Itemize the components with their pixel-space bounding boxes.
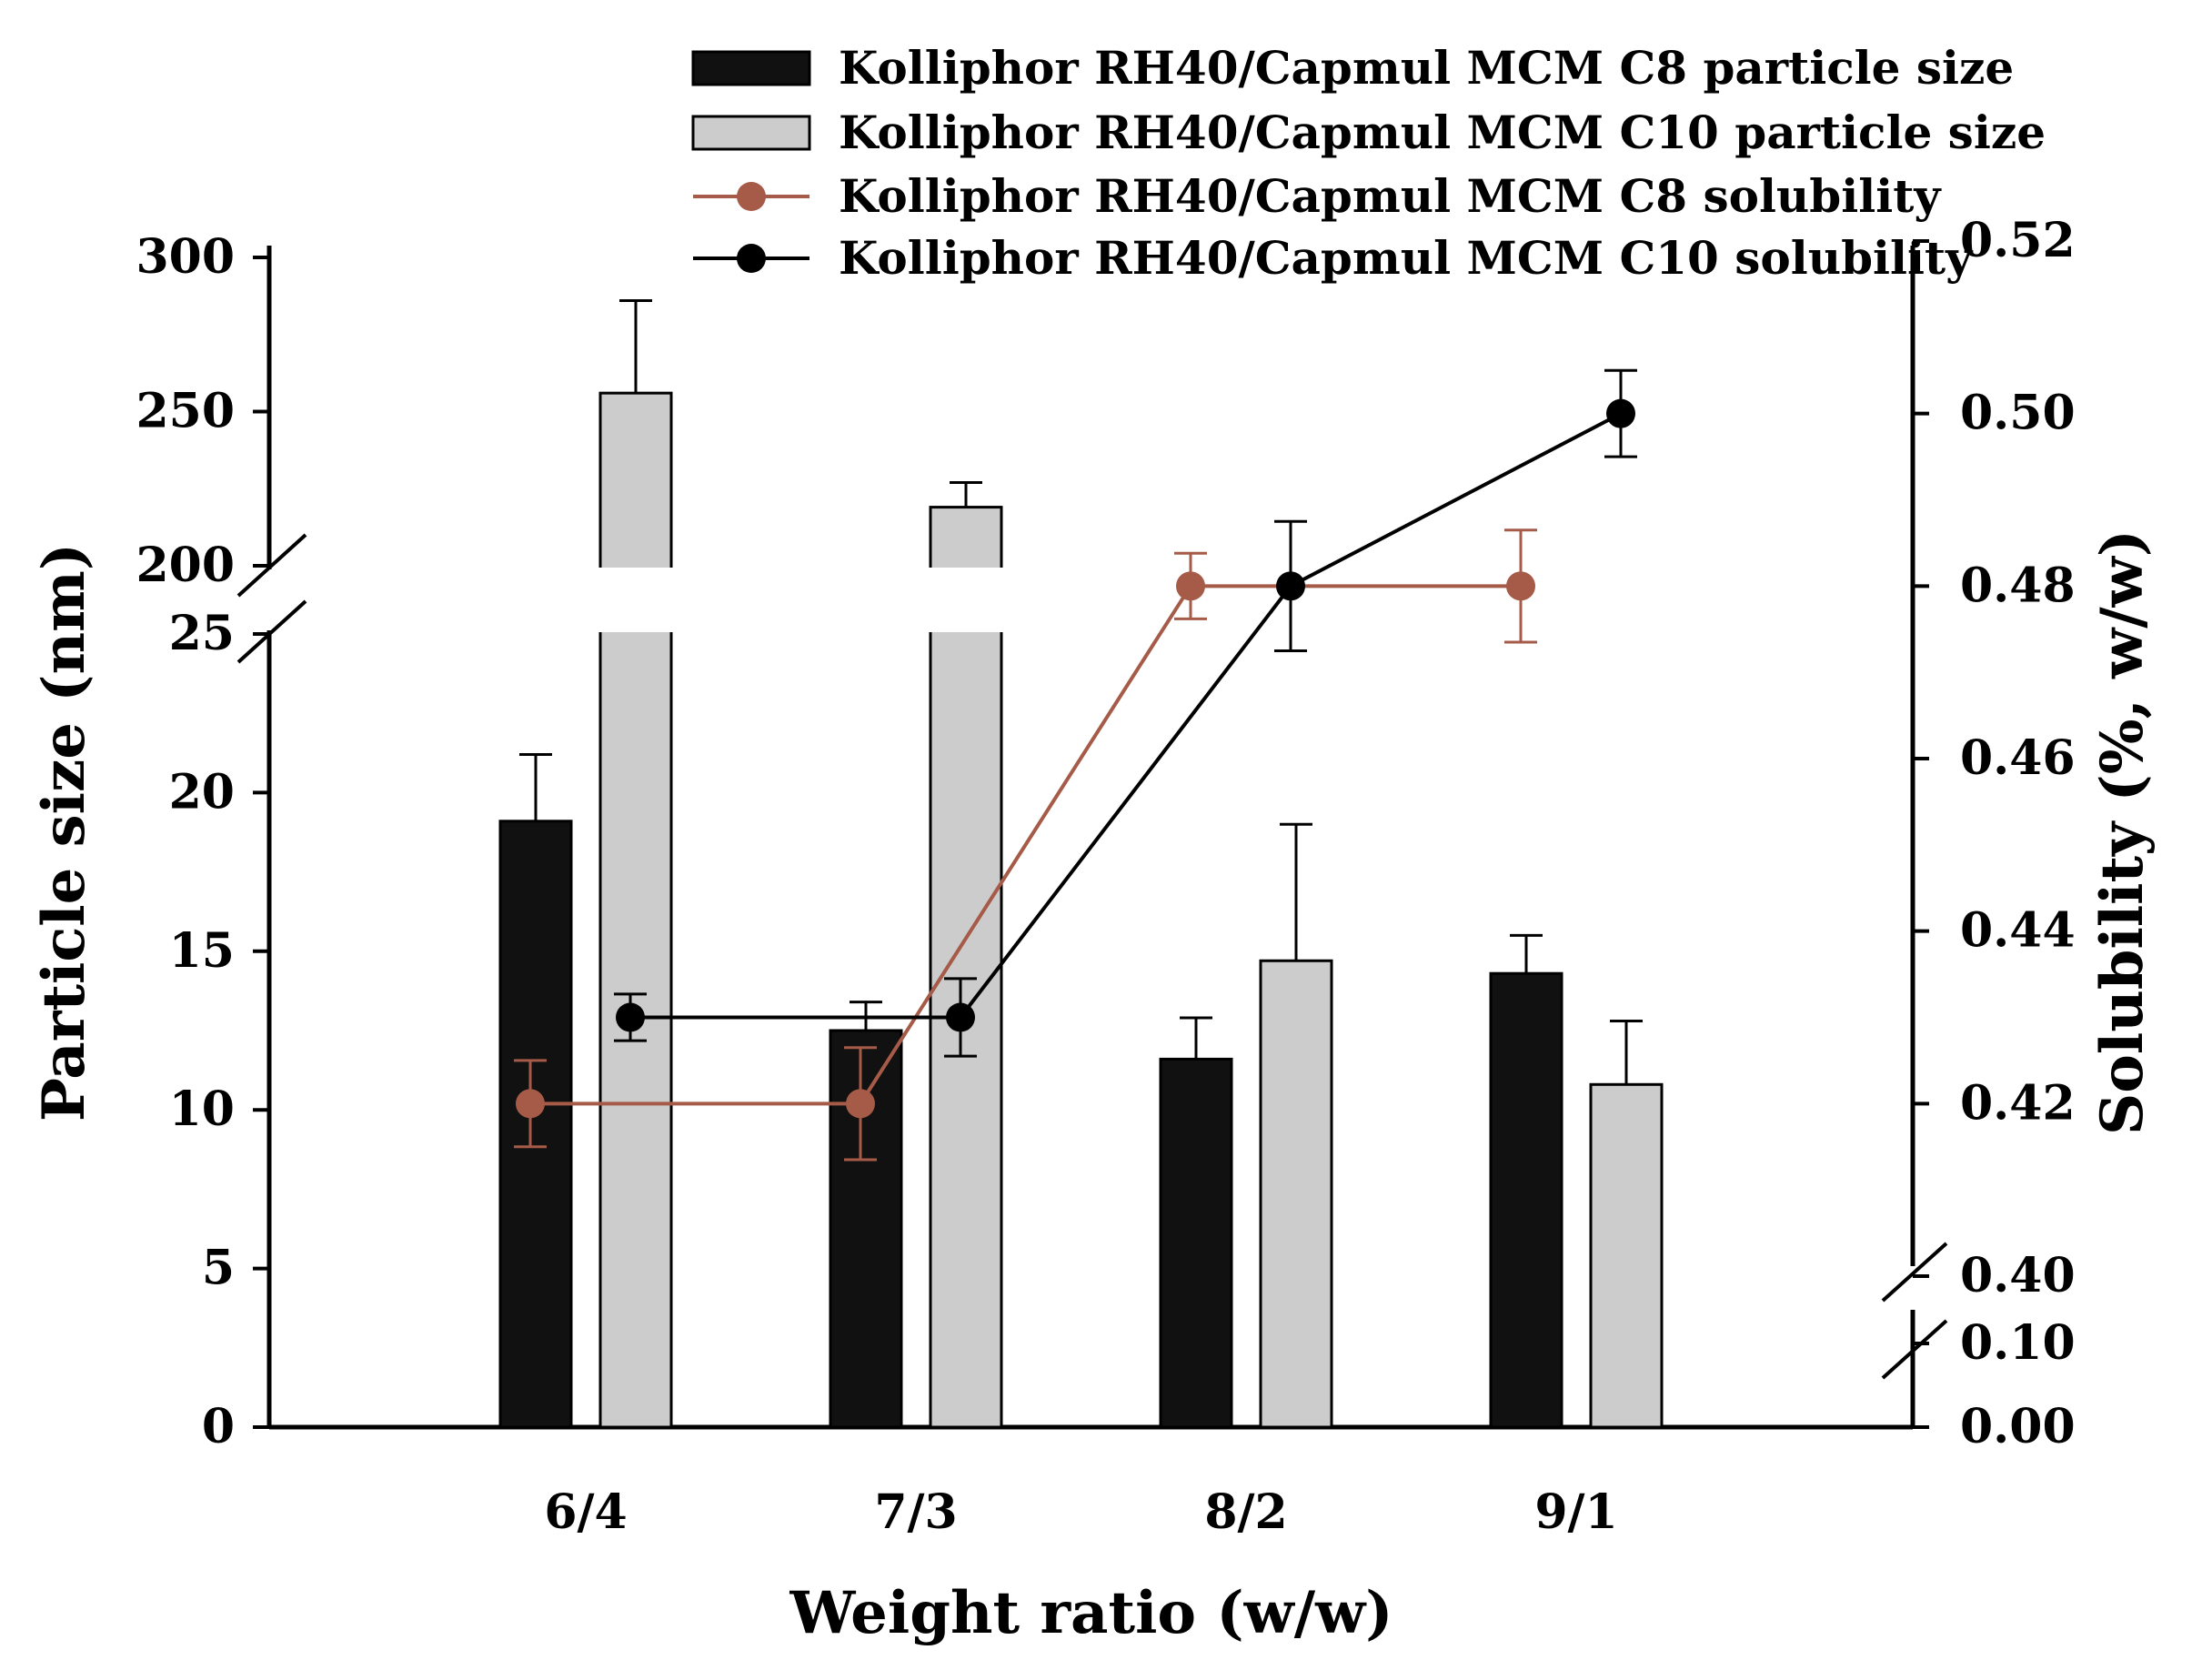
c10-solubility-point	[1606, 398, 1635, 428]
y-left-tick-label: 300	[136, 229, 235, 285]
bar-break-gap	[925, 568, 1007, 632]
c8-solubility-point	[846, 1089, 875, 1119]
c8-solubility-point	[516, 1089, 545, 1119]
legend-swatch-marker	[737, 182, 766, 211]
x-tick-label: 6/4	[544, 1484, 627, 1540]
y-left-tick-label: 200	[136, 538, 235, 593]
legend-label: Kolliphor RH40/Capmul MCM C10 particle s…	[839, 106, 2046, 159]
y-right-tick-label: 0.50	[1960, 386, 2076, 441]
y-right-tick-label: 0.46	[1960, 730, 2076, 786]
bar-c10-particle-size	[1259, 959, 1333, 1429]
bar-break-gap	[595, 568, 677, 632]
y-left-tick-label: 5	[202, 1241, 235, 1296]
bar-c8-particle-size	[498, 820, 573, 1429]
bar-c8-particle-size	[1159, 1057, 1233, 1429]
axes: 0 5 10 15 20 25 200 250 300 0.00 0.10 0.40 0.42 0.44 0…	[136, 213, 2075, 1540]
y-right-tick-label: 0.42	[1960, 1075, 2076, 1131]
bar-c8-particle-size	[829, 1029, 903, 1429]
x-tick-label: 9/1	[1534, 1484, 1617, 1540]
c8-solubility-line	[530, 584, 1521, 1106]
c10-solubility-point	[1276, 571, 1305, 601]
bar-c10-particle-size	[1589, 1082, 1664, 1429]
x-tick-label: 7/3	[874, 1484, 957, 1540]
legend-label: Kolliphor RH40/Capmul MCM C8 solubility	[839, 169, 1942, 223]
right-axis-break-mark	[1881, 1242, 1948, 1303]
c10-solubility-line	[630, 411, 1622, 1020]
y-right-tick-label: 0.48	[1960, 558, 2076, 613]
c10-solubility-point	[616, 1002, 645, 1032]
y-left-tick-label: 25	[169, 606, 235, 661]
y-right-tick-label: 0.44	[1960, 903, 2076, 959]
x-tick-label: 8/2	[1204, 1484, 1287, 1540]
legend-label: Kolliphor RH40/Capmul MCM C10 solubility	[839, 231, 1974, 285]
bar-c8-particle-size	[1489, 971, 1563, 1429]
legend-swatch-bar	[691, 50, 811, 86]
y-left-tick-label: 0	[202, 1399, 235, 1454]
y-left-tick-label: 10	[169, 1081, 235, 1137]
y-left-tick-label: 15	[169, 923, 235, 979]
solubility-lines	[514, 368, 1637, 1162]
x-axis-title: Weight ratio (w/w)	[789, 1579, 1393, 1647]
c8-solubility-point	[1176, 571, 1205, 601]
c10-solubility-point	[946, 1002, 975, 1032]
bar-c10-particle-size	[929, 506, 1003, 1429]
y-left-tick-label: 250	[136, 384, 235, 439]
bars	[498, 298, 1664, 1429]
y-right-tick-label: 0.00	[1960, 1399, 2076, 1454]
y-right-tick-label: 0.10	[1960, 1315, 2076, 1371]
legend-swatch-marker	[737, 244, 766, 273]
c8-solubility-point	[1506, 571, 1535, 601]
y-right-tick-label: 0.52	[1960, 213, 2076, 268]
y-axis-title-right: Solubility (%, w/w)	[2088, 529, 2157, 1135]
right-axis-break-mark	[1881, 1319, 1948, 1380]
left-axis-break-mark	[236, 599, 307, 664]
legend: Kolliphor RH40/Capmul MCM C8 particle si…	[691, 41, 2046, 285]
legend-swatch-bar	[691, 115, 811, 151]
legend-label: Kolliphor RH40/Capmul MCM C8 particle si…	[839, 41, 2014, 95]
y-axis-title-left: Particle size (nm)	[30, 543, 98, 1122]
y-right-tick-label: 0.40	[1960, 1248, 2076, 1303]
left-axis-break-mark	[236, 533, 307, 598]
bar-c10-particle-size	[598, 391, 673, 1429]
y-left-tick-label: 20	[169, 764, 235, 820]
